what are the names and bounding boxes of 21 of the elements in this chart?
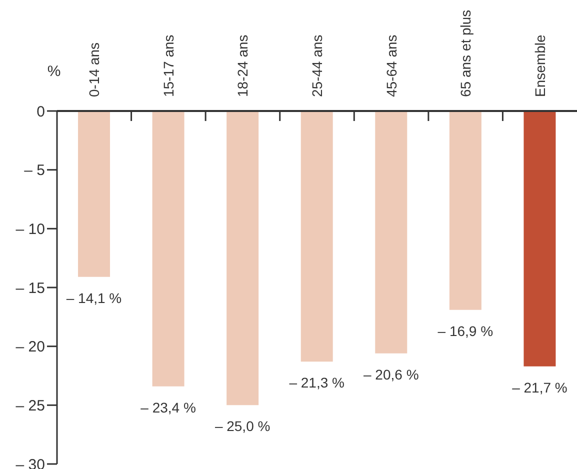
- data-label: – 21,3 %: [289, 374, 344, 391]
- data-label: – 14,1 %: [66, 290, 122, 306]
- x-tick-label: 45-64 ans: [383, 34, 400, 97]
- x-tick-label: 65 ans et plus: [458, 10, 474, 97]
- y-tick-label: – 10: [16, 220, 45, 238]
- x-tick-label: Ensemble: [532, 34, 548, 97]
- y-tick-label: – 25: [16, 397, 45, 414]
- y-tick-label: 0: [36, 103, 45, 120]
- data-label: – 25,0 %: [214, 418, 270, 434]
- data-label: – 21,7 %: [512, 379, 568, 396]
- x-tick-label: 0-14 ans: [86, 42, 102, 97]
- data-label: – 16,9 %: [438, 322, 494, 339]
- x-tick-label: 18-24 ans: [234, 34, 251, 97]
- data-label: – 20,6 %: [364, 366, 419, 382]
- y-tick-label: – 15: [16, 280, 45, 297]
- y-tick-label: – 20: [16, 338, 45, 356]
- y-tick-label: – 5: [24, 162, 45, 180]
- y-axis-title: %: [47, 63, 61, 80]
- x-tick-label: 15-17 ans: [160, 34, 176, 97]
- x-tick-label: 25-44 ans: [309, 34, 325, 97]
- data-label: – 23,4 %: [140, 399, 196, 416]
